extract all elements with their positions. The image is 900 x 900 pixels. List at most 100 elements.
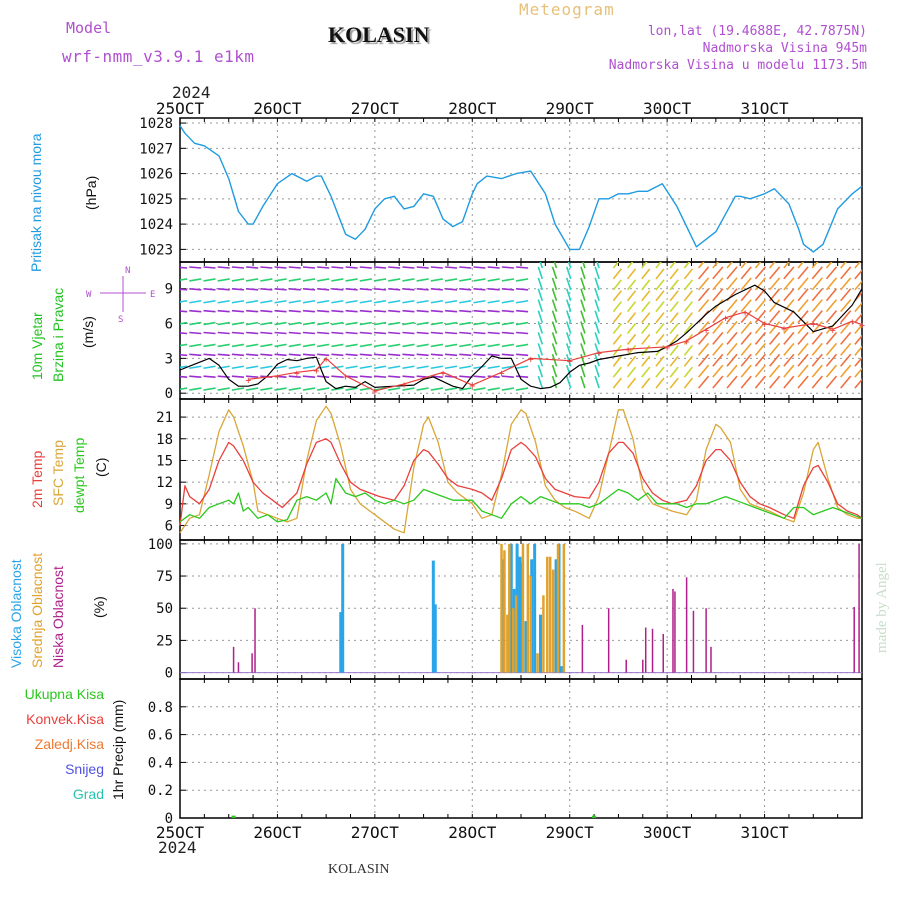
wind-arrow [246, 365, 259, 370]
wind-arrow [373, 278, 387, 282]
wind-arrow [580, 288, 586, 302]
wind-arrow [612, 377, 622, 389]
wind-arrow [641, 323, 651, 334]
wind-arrow [444, 331, 458, 335]
wind-gust-marker: + [781, 324, 787, 335]
wind-arrow [683, 290, 694, 302]
wind-arrow [551, 364, 558, 378]
wind-gust-marker: + [294, 368, 300, 379]
precip-ylabel: 1hr Precip (mm) [110, 699, 126, 800]
wind-arrow [189, 387, 202, 391]
wind-gust-marker: + [313, 366, 319, 377]
wind-arrow [274, 321, 287, 326]
wind-arrow [444, 353, 458, 357]
wind-arrow [712, 342, 724, 356]
wind-arrow [726, 277, 738, 291]
wind-arrow [580, 277, 586, 291]
wind-arrow [612, 312, 622, 324]
wind-arrow [626, 355, 637, 367]
wind-arrow [246, 321, 259, 326]
wind-arrow [565, 332, 572, 345]
wind-arrow [317, 288, 330, 291]
wind-gust-marker: + [859, 321, 865, 332]
cloud-bar-high [533, 543, 537, 673]
wind-arrow [612, 333, 622, 345]
wind-arrow [430, 387, 443, 391]
wind-arrow [811, 342, 823, 356]
wind-arrow [288, 266, 301, 269]
wind-arrow [345, 299, 358, 304]
wind-arrow [712, 375, 724, 389]
wind-arrow [726, 320, 738, 335]
wind-arrow [769, 353, 781, 367]
precip-frame [179, 678, 863, 819]
wind-arrow [274, 387, 287, 391]
wind-arrow [217, 278, 230, 282]
wind-arrow [854, 301, 862, 313]
cloud-bar-mid [506, 614, 509, 673]
wind-arrow [594, 277, 600, 291]
model-name: wrf-nmm_v3.9.1 e1km [62, 47, 255, 66]
wind-arrow [402, 375, 415, 378]
wind-arrow [288, 331, 301, 335]
pressure-panel: 1023 1024 1025 1026 1027 1028 [139, 116, 863, 263]
wind-arrow [726, 266, 738, 280]
wind-arrow [565, 277, 572, 291]
wind-arrow [783, 266, 795, 280]
wind-arrow [359, 375, 372, 378]
wind-arrow [331, 375, 344, 378]
cloud-bar-low [642, 659, 644, 673]
wind-arrow [388, 375, 401, 378]
wind-arrow [430, 353, 443, 357]
wind-arrow [840, 299, 852, 313]
cloud-bar-high [538, 614, 542, 673]
wind-arrow [388, 343, 401, 348]
wind-arrow [626, 366, 637, 378]
wind-arrow [580, 299, 586, 312]
wind-arrow [740, 342, 752, 356]
wind-arrow [373, 321, 387, 326]
wind-arrow [840, 262, 847, 269]
pressure-ytick-label: 1025 [139, 192, 173, 208]
wind-arrow [840, 364, 852, 378]
wind-arrow [260, 278, 273, 282]
wind-arrow [402, 266, 415, 269]
wind-arrow [402, 278, 415, 282]
wind-arrow [459, 343, 472, 348]
wind-arrow [641, 262, 648, 269]
dewpt-line [179, 477, 863, 523]
footer-station: KOLASIN [328, 862, 390, 877]
wind-arrow [697, 342, 710, 356]
wind-gust-marker: + [567, 357, 573, 368]
wind-arrow [669, 301, 679, 313]
wind-arrow [317, 278, 330, 282]
wind-arrow [537, 375, 544, 389]
wind-arrow [388, 387, 401, 391]
wind-arrow [594, 310, 600, 323]
precip-ytick-label: 0.4 [148, 755, 173, 771]
temperature-ytick-label: 9 [165, 497, 173, 513]
wind-arrow [345, 331, 358, 335]
cloud-bar-mid [500, 543, 503, 673]
wind-arrow [388, 278, 401, 282]
wind-arrow [189, 299, 202, 304]
wind-arrow [726, 310, 738, 324]
wind-arrow [180, 288, 188, 291]
wind-arrow [594, 266, 600, 280]
wind-arrow [345, 365, 358, 370]
wind-arrow [180, 365, 188, 369]
cloud-bar-mid [542, 595, 545, 673]
wind-arrow [473, 266, 486, 269]
wind-arrow [373, 288, 387, 291]
wind-arrow [302, 266, 316, 269]
wind-arrow [551, 288, 558, 302]
xtick-label-bottom: 30OCT [643, 823, 692, 842]
wind-arrow [854, 345, 862, 356]
wind-arrow [712, 299, 724, 313]
wind-arrow [444, 278, 458, 282]
wind-arrow [712, 288, 724, 302]
wind-arrow [797, 331, 809, 345]
wind-arrow [288, 299, 301, 304]
wind-ylabel-colored-2: Brzina i Pravac [50, 287, 66, 382]
